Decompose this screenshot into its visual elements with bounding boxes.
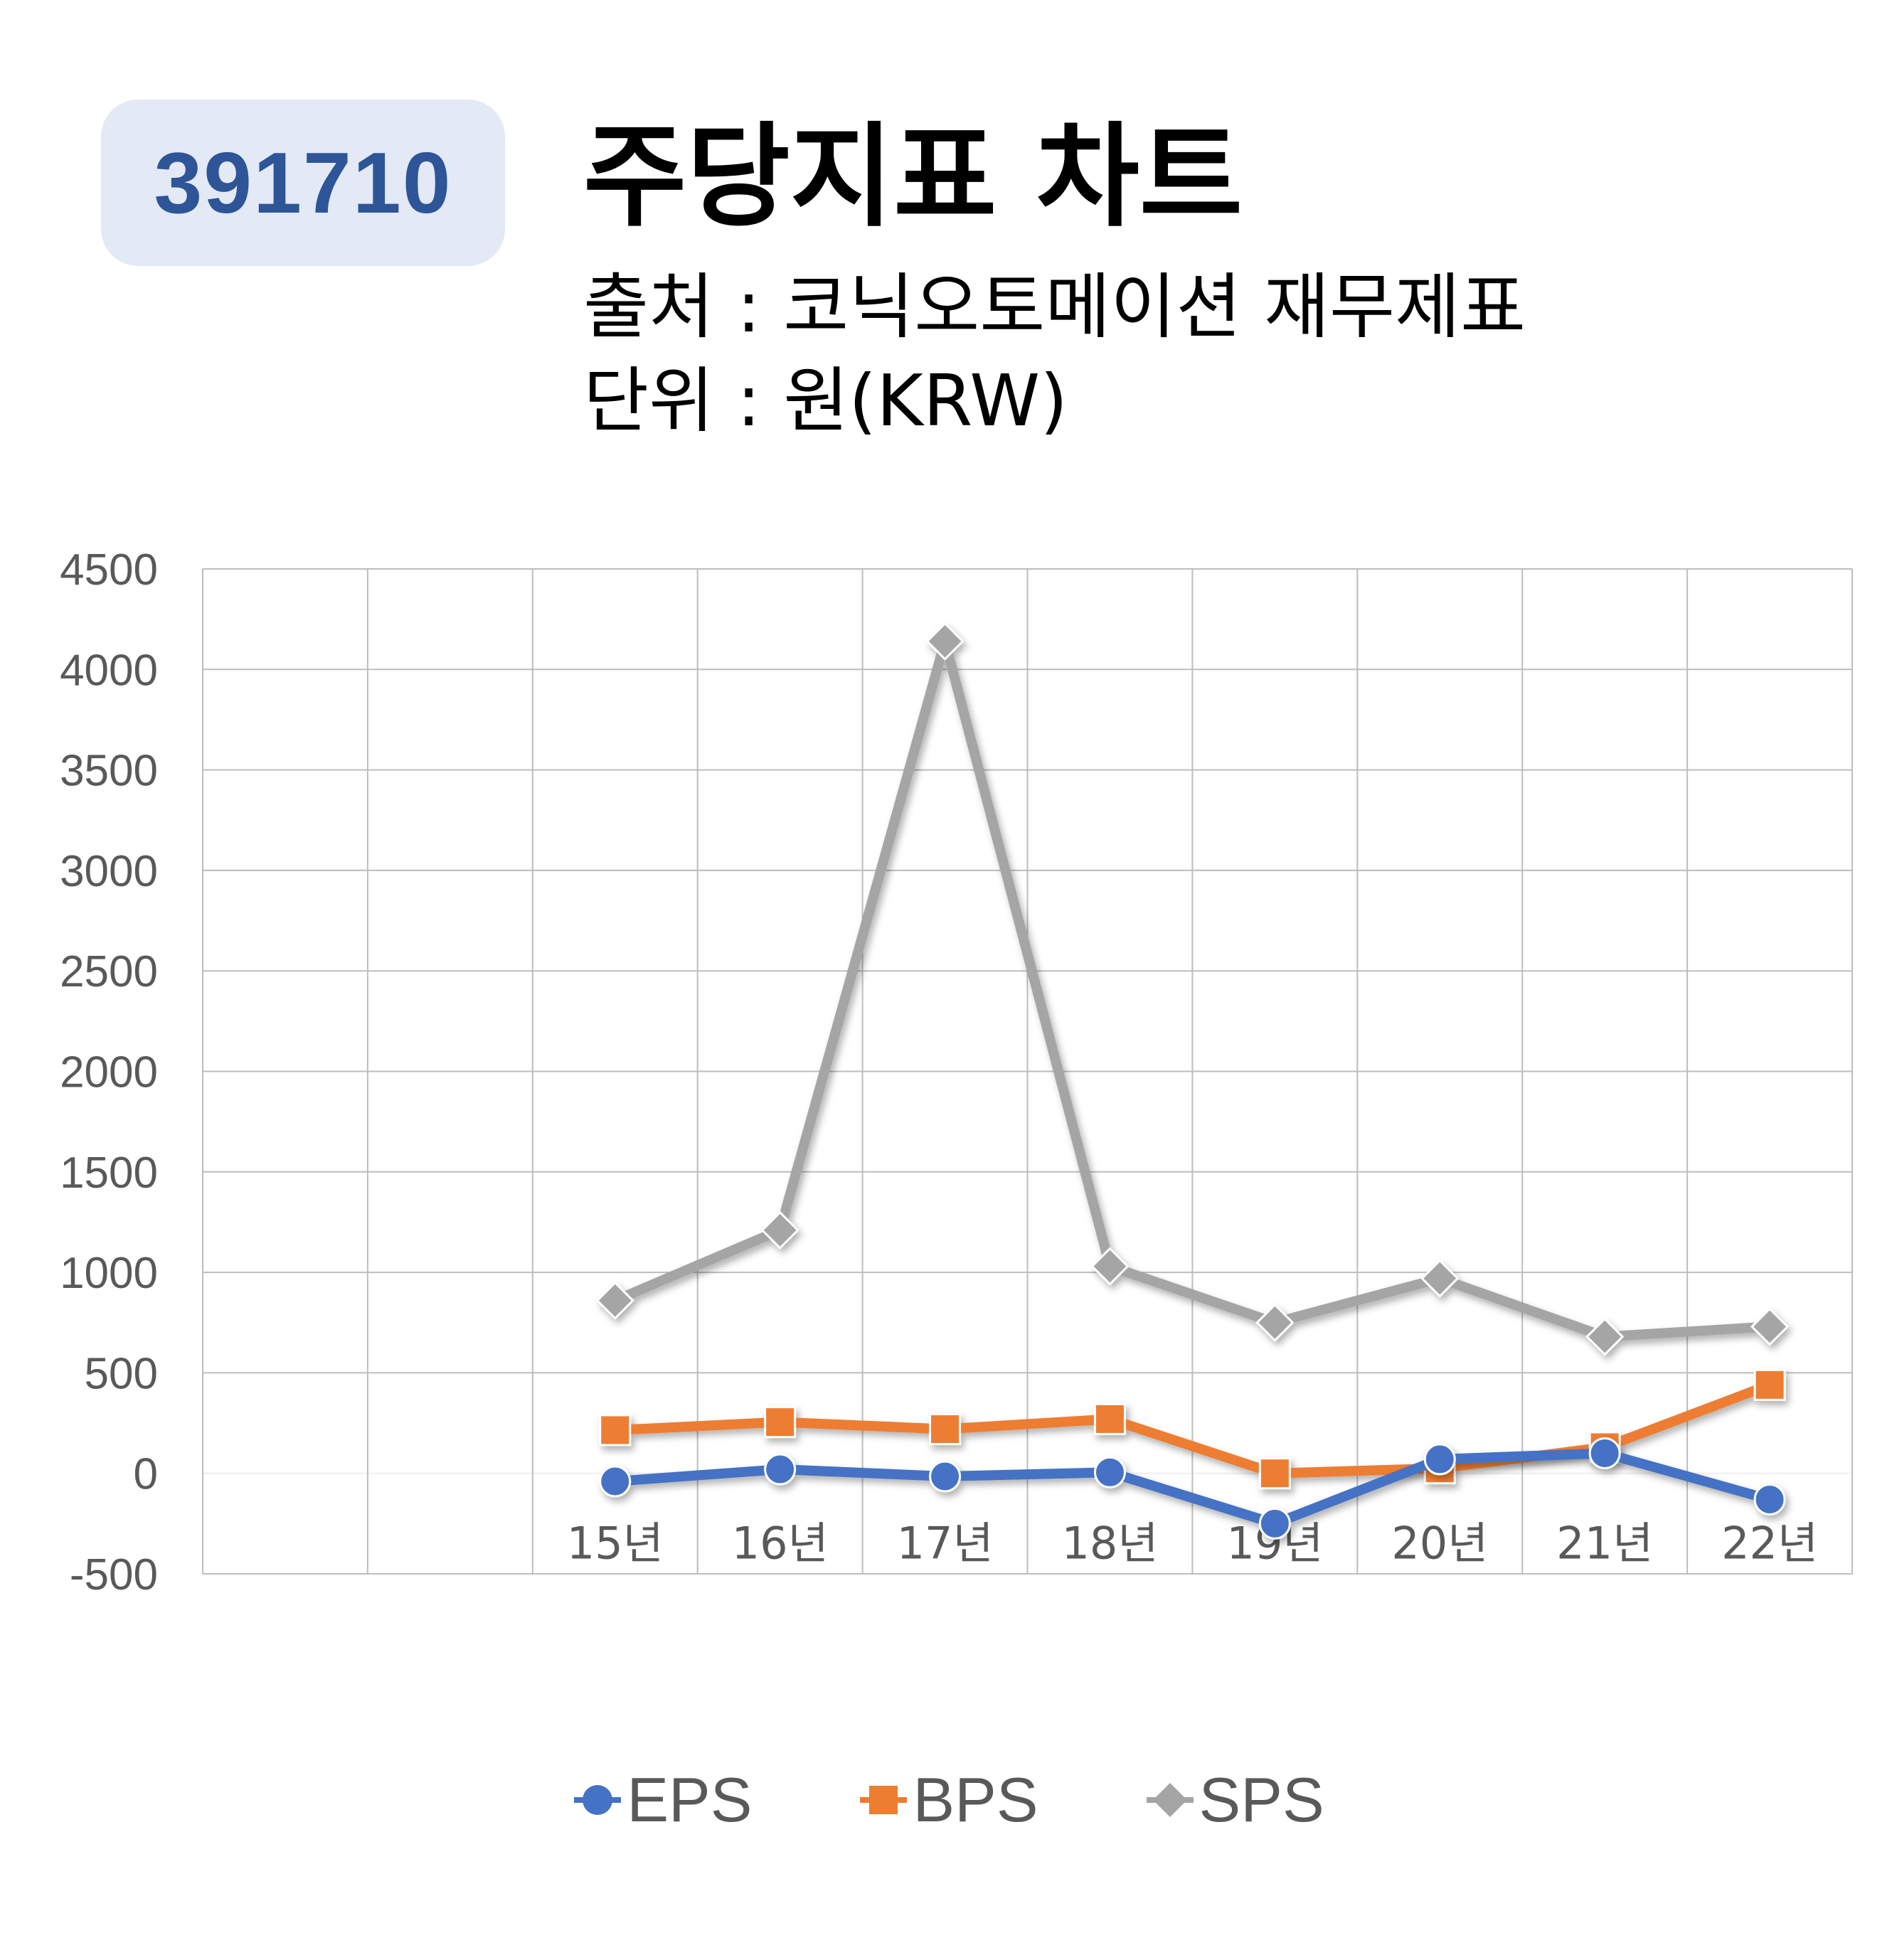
y-tick-label: 1500 [60,1149,158,1198]
bps-point [1753,1368,1786,1401]
source-text: 출처 : 코닉오토메이션 재무제표 [583,265,1526,348]
sps-point [595,1281,634,1320]
eps-point [764,1453,797,1486]
chart-series [595,622,1790,1540]
sps-point [1750,1307,1790,1346]
y-tick-label: 4000 [60,646,158,695]
x-tick-label: 15년 [567,1518,664,1570]
chart-legend: EPS BPS SPS [0,1764,1897,1836]
sps-point [925,622,965,661]
x-tick-label: 18년 [1061,1518,1158,1570]
legend-label-bps: BPS [913,1764,1038,1835]
bps-point [929,1413,962,1446]
eps-point [599,1465,632,1498]
bps-point [764,1406,797,1439]
unit-text: 단위 : 원(KRW) [583,359,1068,442]
bps-point [1093,1402,1126,1435]
eps-point [1753,1483,1786,1516]
y-axis-tick-labels: 4500 4000 3500 3000 2500 2000 1500 1000 500 0 -500 [60,545,158,1599]
sps-point [1255,1303,1295,1342]
sps-legend-marker-icon [1146,1783,1194,1817]
chart-title: 주당지표 차트 [583,112,1243,243]
legend-item-eps: EPS [573,1764,752,1836]
eps-line [610,1448,1775,1529]
y-tick-label: 500 [85,1349,158,1398]
y-tick-label: 2500 [60,947,158,996]
y-tick-label: 3000 [60,847,158,896]
eps-point [929,1460,962,1493]
x-tick-label: 21년 [1556,1518,1653,1570]
sps-point [1420,1259,1460,1298]
sps-point [760,1210,799,1250]
eps-point [1588,1437,1621,1469]
eps-point [1423,1443,1456,1476]
x-tick-label: 22년 [1721,1518,1818,1570]
x-tick-label: 20년 [1391,1518,1488,1570]
x-tick-label: 16년 [732,1518,829,1570]
x-tick-label: 17년 [897,1518,994,1570]
y-tick-label: 1000 [60,1249,158,1298]
eps-point [1093,1456,1126,1488]
legend-item-sps: SPS [1145,1764,1324,1836]
series-sps [595,622,1790,1356]
chart-gridlines [202,568,1853,1575]
legend-label-eps: EPS [627,1764,753,1835]
legend-item-bps: BPS [859,1764,1038,1836]
x-axis-tick-labels: 15년 16년 17년 18년 19년 20년 21년 22년 [567,1518,1818,1570]
y-tick-label: 2000 [60,1048,158,1097]
bps-legend-marker-icon [860,1786,908,1814]
stock-code: 391710 [154,134,452,231]
sps-point [1090,1247,1130,1286]
y-tick-label: -500 [70,1550,158,1599]
bps-point [599,1414,632,1447]
bps-point [1258,1457,1291,1490]
sps-point [1585,1317,1625,1356]
y-tick-label: 4500 [60,545,158,595]
eps-legend-marker-icon [574,1785,622,1815]
stock-code-badge: 391710 [101,100,505,266]
legend-label-sps: SPS [1199,1764,1324,1835]
sps-line [610,636,1775,1342]
y-tick-label: 3500 [60,747,158,796]
y-tick-label: 0 [134,1450,158,1499]
eps-point [1258,1507,1291,1540]
series-eps [599,1437,1786,1540]
per-share-line-chart: 4500 4000 3500 3000 2500 2000 1500 1000 500 0 -500… [60,545,1853,1599]
